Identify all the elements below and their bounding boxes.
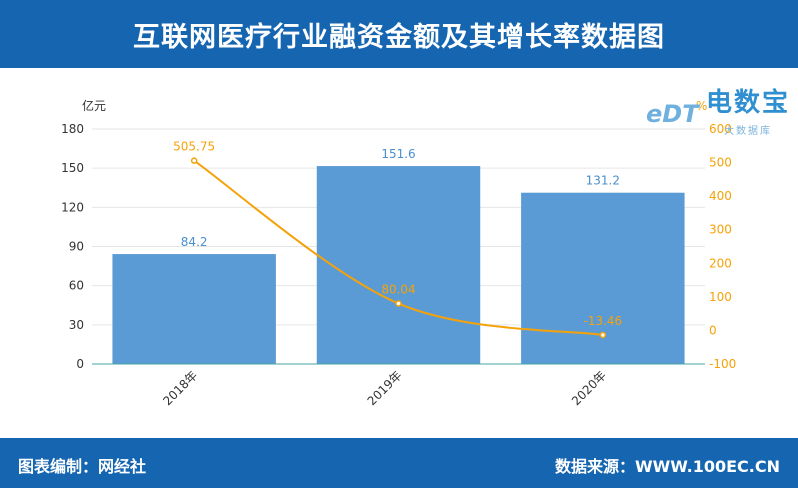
y-left-tick-label: 150 [61,161,84,175]
y-right-tick-label: 500 [709,156,732,170]
y-left-tick-label: 30 [69,318,84,332]
line-data-label: 505.75 [173,140,215,154]
bar [112,254,276,364]
bar-data-label: 151.6 [381,147,415,161]
y-right-tick-label: 300 [709,223,732,237]
page-title: 互联网医疗行业融资金额及其增长率数据图 [133,21,665,53]
y-right-tick-label: 400 [709,189,732,203]
bar [521,192,685,364]
watermark-logo: eDT 电数宝 大数据库 [628,72,793,138]
footer-bar: 图表编制：网经社 数据来源：WWW.100EC.CN [0,438,798,488]
y-right-tick-label: 0 [709,323,717,337]
y-right-tick-label: 100 [709,290,732,304]
x-tick-label: 2018年 [160,368,200,408]
y-right-tick-label: 600 [709,122,732,136]
line-data-label: 80.04 [381,283,415,297]
y-left-tick-label: 180 [61,122,84,136]
bar [316,166,481,364]
line-point [599,331,607,339]
bar-data-label: 84.2 [181,235,208,249]
line-point [395,300,402,307]
line-data-label: -13.46 [583,314,622,328]
y-left-unit: 亿元 [82,98,106,113]
chart-credit: 图表编制：网经社 [18,457,147,476]
y-left-tick-label: 0 [76,357,84,371]
y-right-tick-label: 200 [709,256,732,270]
watermark-brand: 电数宝 [706,88,791,118]
header-bar: 互联网医疗行业融资金额及其增长率数据图 [0,0,798,68]
x-tick-label: 2020年 [569,368,609,408]
x-tick-label: 2019年 [365,368,405,408]
y-right-unit: % [696,99,707,113]
watermark-mark: eDT [646,100,699,128]
y-left-tick-label: 120 [61,200,84,214]
data-source: 数据来源：WWW.100EC.CN [554,457,780,476]
y-left-tick-label: 90 [69,240,84,254]
chart-area: 0 30 60 90 120 150 180 -100 0 100 200 300 400 500 600 亿… [61,98,736,408]
line-point [190,157,198,164]
y-left-tick-label: 60 [69,279,84,293]
y-right-tick-label: -100 [709,357,736,371]
bar-data-label: 131.2 [586,174,620,188]
watermark-sub: 大数据库 [724,126,772,137]
